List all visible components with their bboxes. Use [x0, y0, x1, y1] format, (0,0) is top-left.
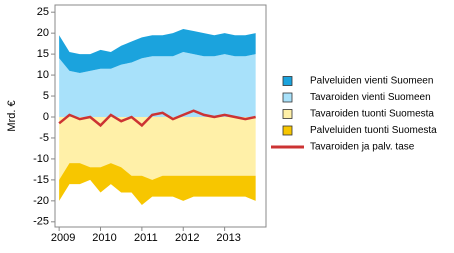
y-tick-label: 20: [37, 27, 49, 39]
y-tick-label: 25: [37, 6, 49, 18]
y-tick-label: 15: [37, 48, 49, 60]
x-tick-label: 2010: [92, 232, 116, 244]
area: [59, 163, 256, 206]
legend-label: Tavaroiden vienti Suomeen: [310, 92, 431, 103]
legend-swatch: [282, 92, 293, 103]
legend-label: Palveluiden tuonti Suomesta: [310, 125, 437, 136]
legend-label: Palveluiden vienti Suomeen: [310, 76, 433, 87]
legend-swatch: [282, 125, 293, 136]
y-axis-label: Mrd. €: [6, 100, 18, 131]
area: [59, 52, 256, 118]
y-tick-label: -5: [39, 132, 49, 144]
y-tick-label: -25: [33, 216, 49, 228]
legend-swatch: [282, 109, 293, 119]
plot-border: [54, 4, 267, 228]
y-tick-label: 0: [43, 111, 49, 123]
x-tick-label: 2011: [134, 232, 158, 244]
y-tick-label: -20: [33, 195, 49, 207]
legend-label: Tavaroiden ja palv. tase: [310, 142, 415, 153]
y-tick-label: -10: [33, 153, 49, 165]
y-tick-label: 5: [43, 90, 49, 102]
legend-label: Tavaroiden tuonti Suomesta: [310, 109, 434, 120]
area: [59, 117, 256, 180]
line: [58, 109, 256, 128]
legend-swatch: [282, 76, 293, 86]
x-tick-label: 2009: [51, 232, 75, 244]
x-tick-label: 2013: [216, 232, 240, 244]
x-tick-label: 2012: [175, 232, 199, 244]
y-tick-label: -15: [33, 174, 49, 186]
area: [59, 28, 256, 73]
y-tick-label: 10: [37, 69, 49, 81]
